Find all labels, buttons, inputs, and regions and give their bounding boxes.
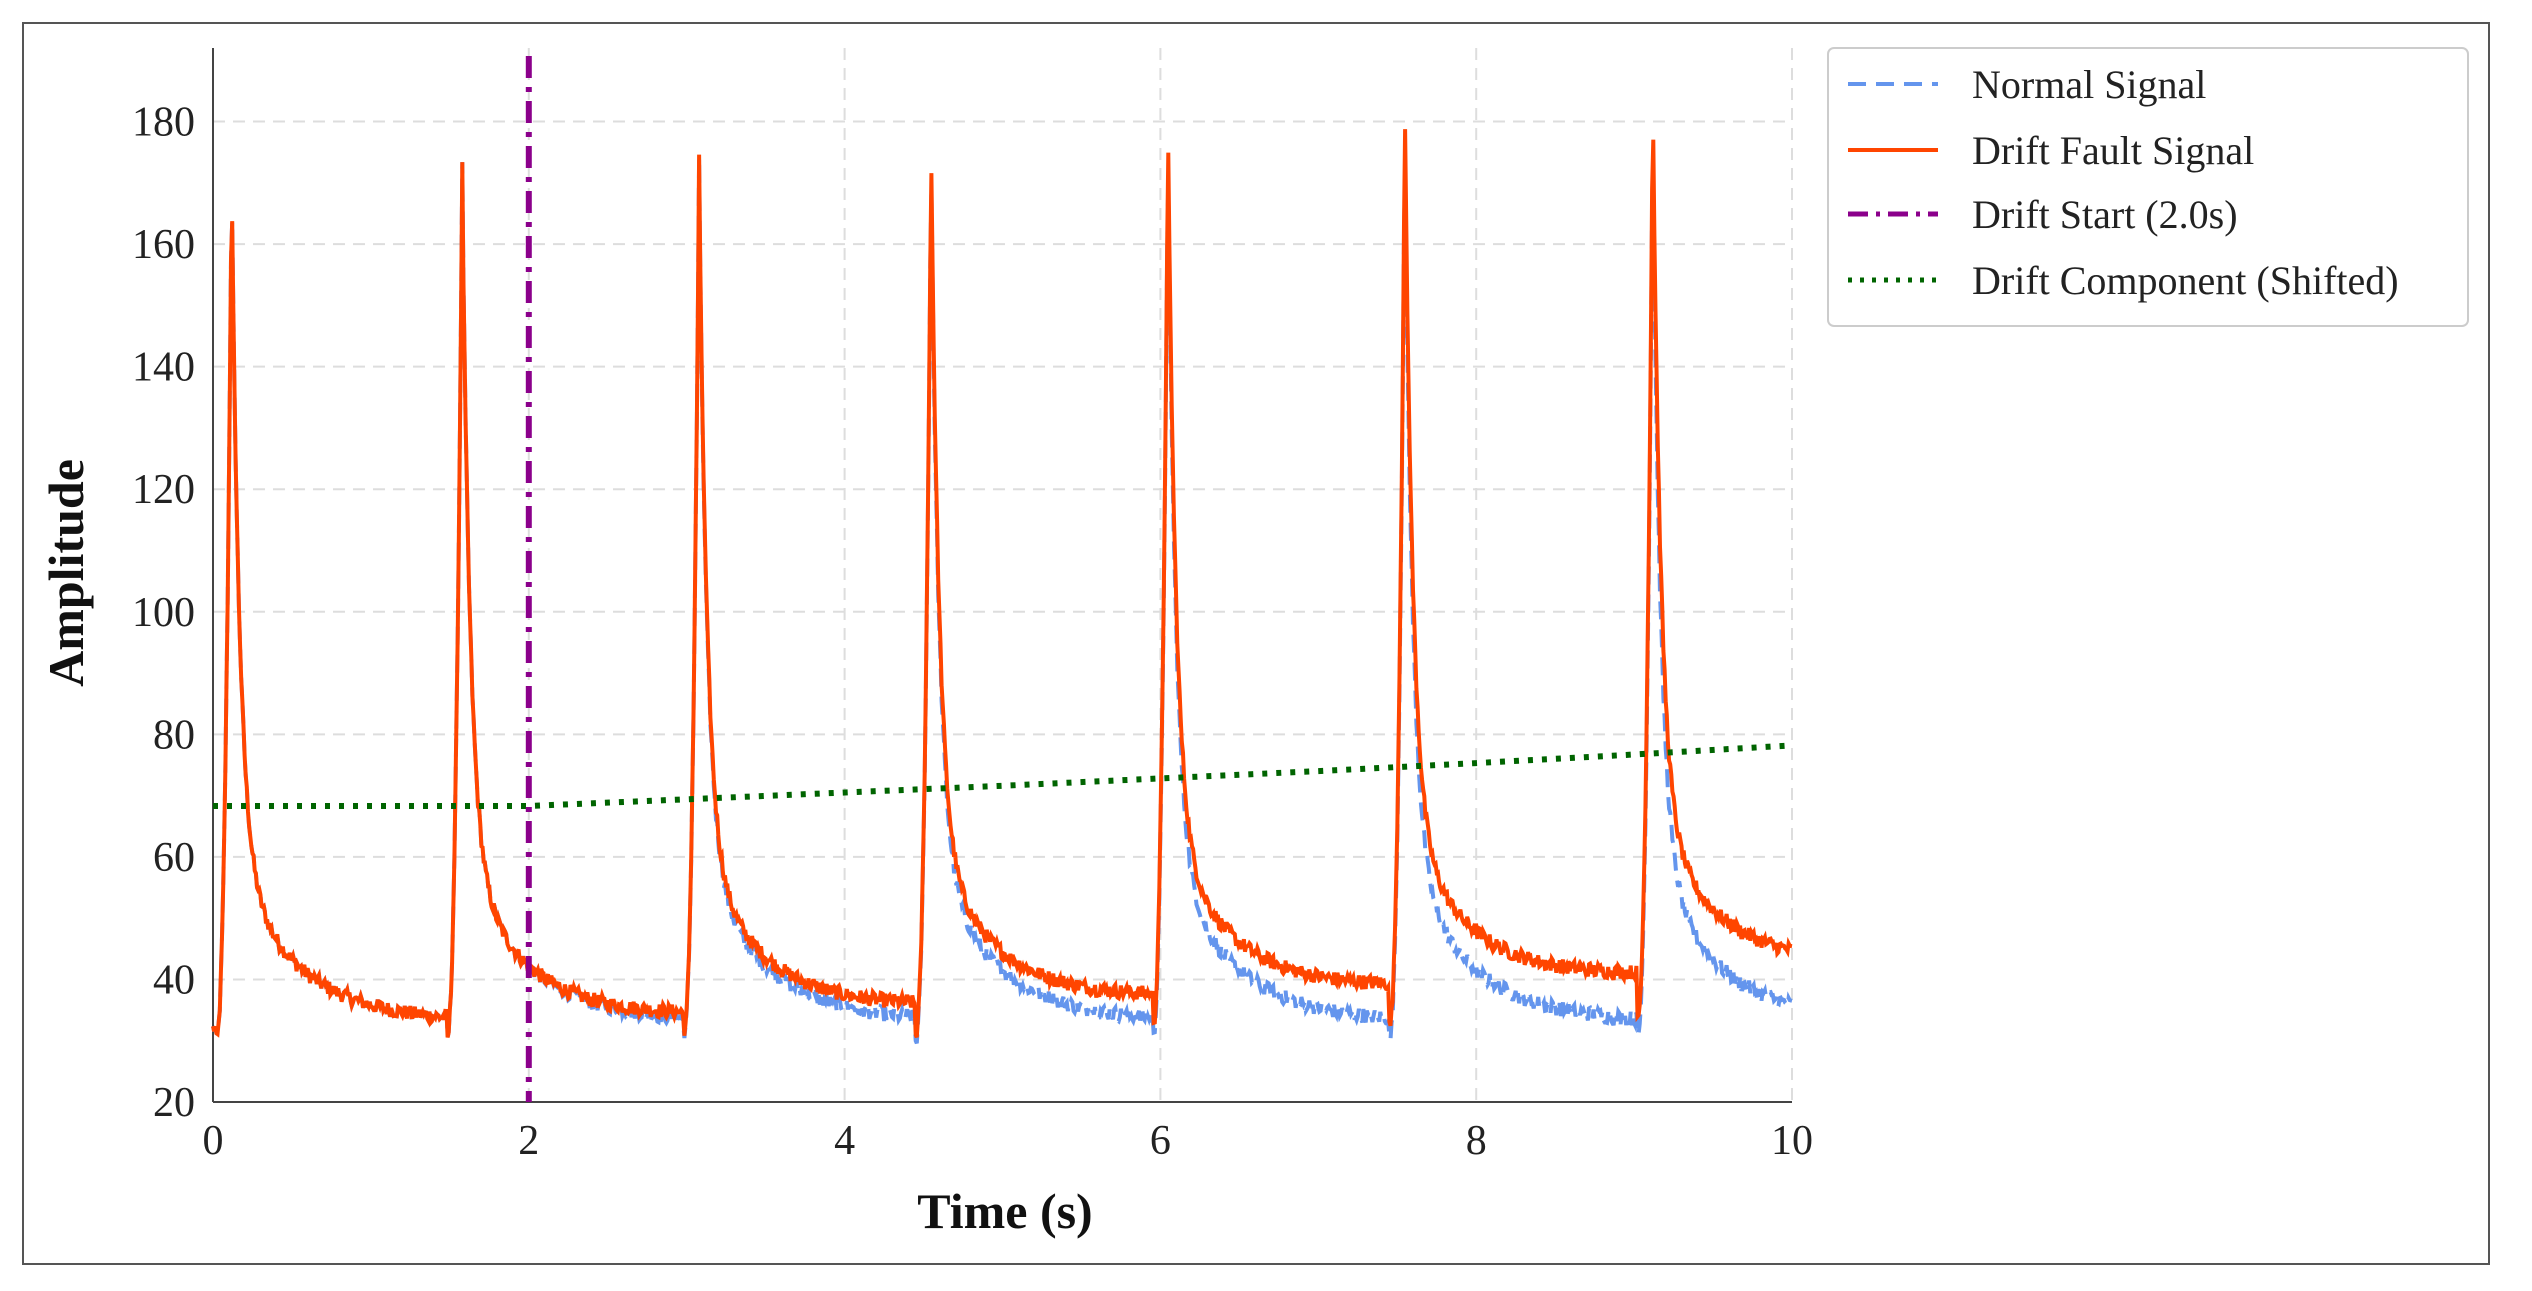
tick-labels: 20 40 60 80 100 120 140 160 180 0 2 4 6 8 10	[132, 100, 1813, 1164]
x-tick-label: 10	[1771, 1118, 1813, 1164]
x-tick-label: 0	[203, 1118, 224, 1164]
y-axis-label: Amplitude	[38, 459, 94, 687]
x-tick-label: 6	[1150, 1118, 1171, 1164]
legend-drift-start-label: Drift Start (2.0s)	[1972, 192, 2238, 237]
grid-lines	[212, 48, 1793, 1103]
y-tick-label: 40	[153, 957, 195, 1003]
y-tick-label: 120	[132, 467, 195, 513]
x-tick-label: 8	[1466, 1118, 1487, 1164]
y-tick-label: 140	[132, 345, 195, 391]
legend: Normal Signal Drift Fault Signal Drift S…	[1827, 47, 2469, 327]
series-group	[211, 56, 1793, 1102]
y-tick-label: 60	[153, 835, 195, 881]
y-tick-label: 160	[132, 222, 195, 268]
x-tick-label: 2	[518, 1118, 539, 1164]
drift-component-line	[213, 742, 1793, 809]
y-tick-label: 80	[153, 712, 195, 758]
y-tick-label: 180	[132, 100, 195, 146]
legend-drift-fault-label: Drift Fault Signal	[1972, 128, 2254, 173]
y-tick-label: 20	[153, 1080, 195, 1126]
axes	[212, 48, 1792, 1103]
legend-normal-label: Normal Signal	[1972, 62, 2206, 107]
x-tick-label: 4	[834, 1118, 855, 1164]
legend-drift-component-label: Drift Component (Shifted)	[1972, 258, 2399, 303]
x-axis-label: Time (s)	[917, 1183, 1092, 1239]
legend-box	[1827, 47, 2469, 327]
drift-fault-signal-line	[211, 129, 1793, 1039]
normal-signal-line	[211, 157, 1793, 1045]
y-tick-label: 100	[132, 590, 195, 636]
